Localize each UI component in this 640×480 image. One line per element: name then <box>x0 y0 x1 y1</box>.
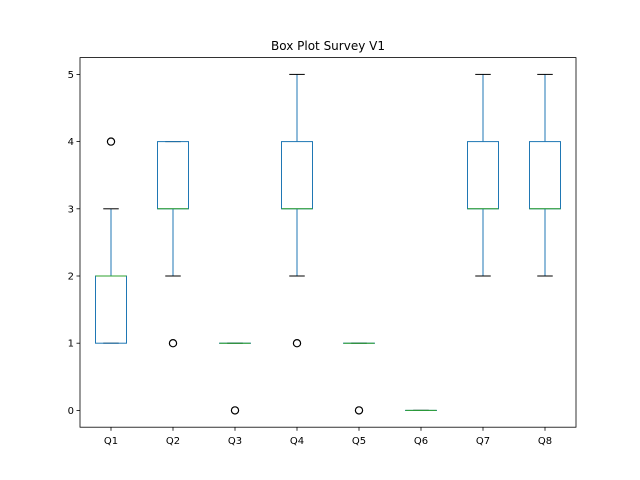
plot-area: 0 1 2 3 4 5 Q1 Q2 Q3 Q4 Q5 Q6 Q7 Q8 <box>68 70 561 447</box>
y-tick-label: 4 <box>68 137 74 148</box>
outlier-point <box>354 406 364 415</box>
y-tick-label: 2 <box>68 272 74 283</box>
axes-frame <box>79 57 577 428</box>
x-tick-label: Q4 <box>290 436 304 447</box>
outlier-point <box>106 137 116 146</box>
x-tick-label: Q6 <box>414 436 428 447</box>
x-tick-label: Q1 <box>104 436 118 447</box>
y-tick-label: 1 <box>68 339 74 350</box>
outlier-point <box>168 339 178 348</box>
outlier-point <box>292 339 302 348</box>
x-tick-label: Q8 <box>538 436 552 447</box>
y-tick-label: 3 <box>68 204 74 215</box>
outlier-point <box>230 406 240 415</box>
chart-title: Box Plot Survey V1 <box>271 39 385 53</box>
x-tick-label: Q3 <box>228 436 242 447</box>
y-tick-label: 5 <box>68 70 74 81</box>
x-tick-label: Q2 <box>166 436 180 447</box>
x-tick-label: Q7 <box>476 436 490 447</box>
x-tick-label: Q5 <box>352 436 366 447</box>
y-tick-label: 0 <box>68 406 74 417</box>
